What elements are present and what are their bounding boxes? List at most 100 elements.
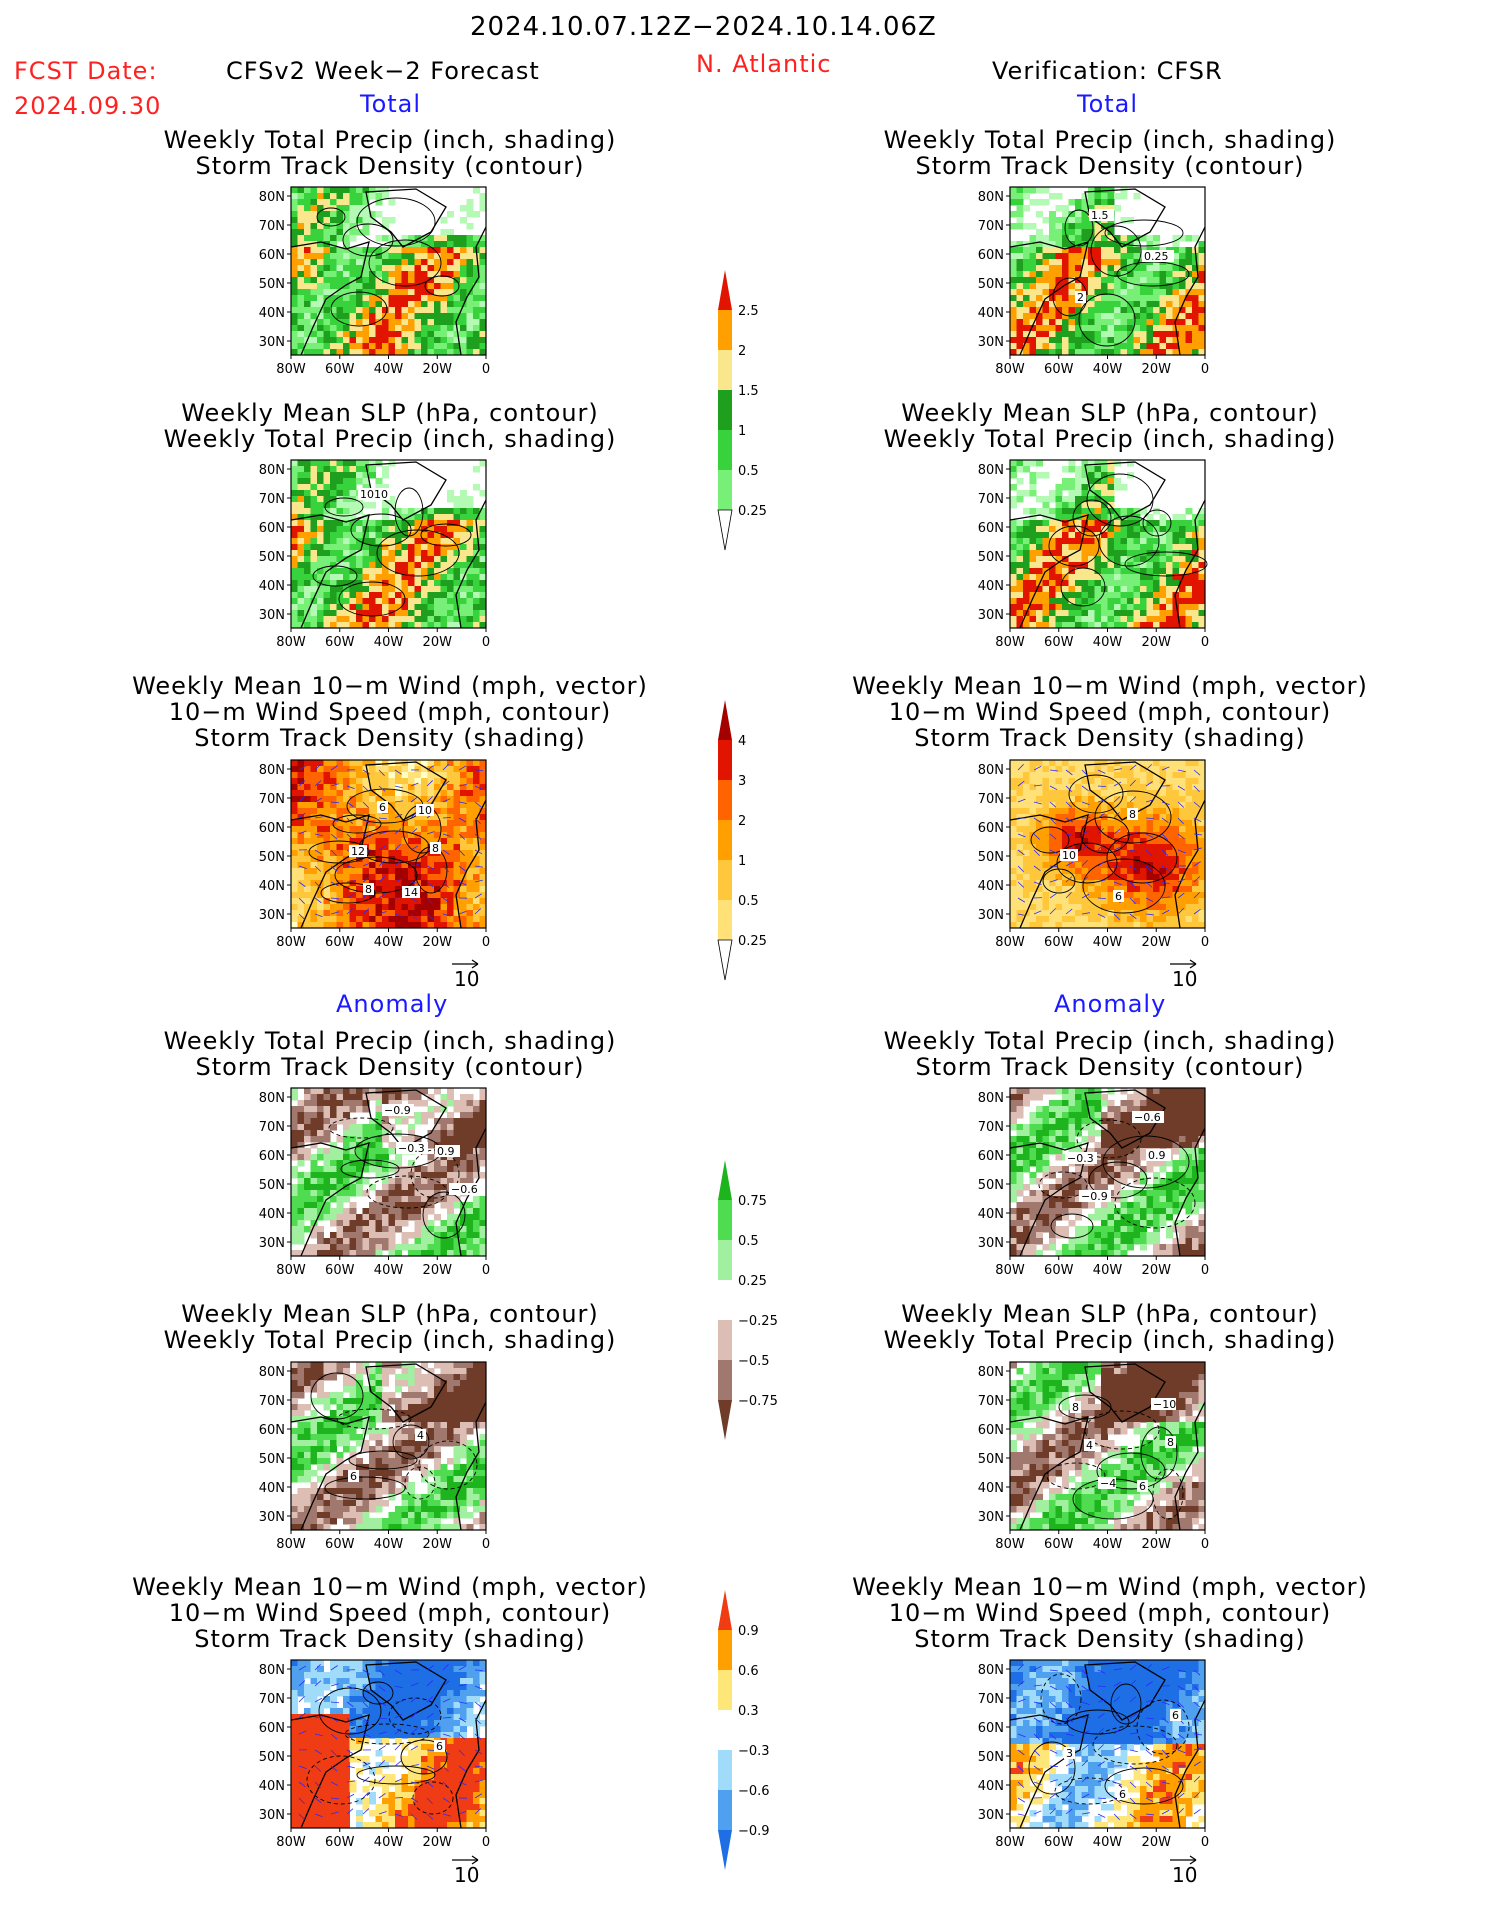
shading-cell xyxy=(1055,313,1063,320)
shading-cell xyxy=(1062,826,1069,833)
shading-cell xyxy=(330,253,337,260)
wind-vector xyxy=(394,828,402,835)
shading-cell xyxy=(349,802,357,809)
shading-cell xyxy=(1120,265,1128,272)
shading-cell xyxy=(460,532,467,539)
shading-cell xyxy=(1055,568,1063,575)
shading-cell xyxy=(1016,460,1024,467)
shading-cell xyxy=(479,796,487,803)
shading-cell xyxy=(466,508,474,515)
shading-cell xyxy=(323,460,331,467)
shading-cell xyxy=(323,832,331,839)
shading-cell xyxy=(382,217,389,224)
shading-cell xyxy=(336,1088,344,1095)
shading-cell xyxy=(362,808,370,815)
shading-cell xyxy=(310,622,318,629)
shading-cell xyxy=(375,319,383,326)
shading-cell xyxy=(473,562,480,569)
shading-cell xyxy=(369,307,376,314)
shading-cell xyxy=(310,283,318,290)
shading-cell xyxy=(1107,772,1115,779)
shading-cell xyxy=(1192,307,1199,314)
shading-cell xyxy=(1029,910,1037,917)
shading-cell xyxy=(310,331,318,338)
shading-cell xyxy=(1029,790,1037,797)
shading-cell xyxy=(343,490,350,497)
shading-cell xyxy=(343,532,350,539)
shading-cell xyxy=(1055,283,1063,290)
shading-cell xyxy=(453,295,461,302)
shading-cell xyxy=(362,820,370,827)
shading-cell xyxy=(1042,247,1050,254)
shading-cell xyxy=(1101,295,1108,302)
shading-cell xyxy=(460,313,467,320)
shading-cell xyxy=(1075,604,1082,611)
shading-cell xyxy=(1133,838,1141,845)
shading-cell xyxy=(343,514,350,521)
shading-cell xyxy=(304,478,311,485)
contour-line xyxy=(1068,774,1124,814)
shading-cell xyxy=(336,622,344,629)
shading-cell xyxy=(1023,301,1030,308)
shading-cell xyxy=(1075,259,1082,266)
shading-cell xyxy=(1062,592,1069,599)
shading-cell xyxy=(1153,265,1160,272)
shading-cell xyxy=(473,301,480,308)
shading-cell xyxy=(1192,331,1199,338)
shading-cell xyxy=(1055,556,1063,563)
shading-cell xyxy=(1016,271,1024,278)
shading-cell xyxy=(1029,772,1037,779)
shading-cell xyxy=(297,502,305,509)
shading-cell xyxy=(421,772,428,779)
shading-cell xyxy=(375,592,383,599)
shading-cell xyxy=(1088,235,1095,242)
shading-cell xyxy=(1185,904,1193,911)
shading-cell xyxy=(1036,349,1043,356)
shading-cell xyxy=(421,856,428,863)
shading-cell xyxy=(466,796,474,803)
shading-cell xyxy=(1192,544,1199,551)
shading-cell xyxy=(317,502,324,509)
shading-cell xyxy=(414,550,422,557)
shading-cell xyxy=(1055,874,1063,881)
shading-cell xyxy=(427,247,435,254)
shading-cell xyxy=(1107,568,1115,575)
shading-cell xyxy=(291,892,298,899)
shading-cell xyxy=(414,838,422,845)
shading-cell xyxy=(1133,574,1141,581)
shading-cell xyxy=(1140,922,1147,929)
shading-cell xyxy=(1153,580,1160,587)
shading-cell xyxy=(1010,460,1017,467)
shading-cell xyxy=(466,778,474,785)
shading-cell xyxy=(375,778,383,785)
shading-cell xyxy=(427,337,435,344)
shading-cell xyxy=(297,532,305,539)
shading-cell xyxy=(1172,343,1180,350)
shading-cell xyxy=(1120,520,1128,527)
shading-cell xyxy=(440,910,448,917)
shading-cell xyxy=(330,790,337,797)
shading-cell xyxy=(362,814,370,821)
shading-cell xyxy=(421,862,428,869)
shading-cell xyxy=(1172,514,1180,521)
shading-cell xyxy=(1016,289,1024,296)
shading-cell xyxy=(1068,862,1076,869)
shading-cell xyxy=(440,796,448,803)
shading-cell xyxy=(1055,550,1063,557)
shading-cell xyxy=(1179,253,1186,260)
shading-cell xyxy=(1049,193,1056,200)
panel-title-verif-anom-precip: Weekly Total Precip (inch, shading) Storm… xyxy=(883,1027,1337,1081)
shading-cell xyxy=(1140,784,1147,791)
shading-cell xyxy=(291,562,298,569)
shading-cell xyxy=(466,766,474,773)
shading-cell xyxy=(291,205,298,212)
shading-cell xyxy=(1198,868,1206,875)
shading-cell xyxy=(336,211,344,218)
shading-cell xyxy=(362,271,370,278)
shading-cell xyxy=(330,277,337,284)
shading-cell xyxy=(304,826,311,833)
shading-cell xyxy=(434,574,441,581)
shading-cell xyxy=(375,586,383,593)
shading-cell xyxy=(1029,478,1037,485)
shading-cell xyxy=(362,790,370,797)
